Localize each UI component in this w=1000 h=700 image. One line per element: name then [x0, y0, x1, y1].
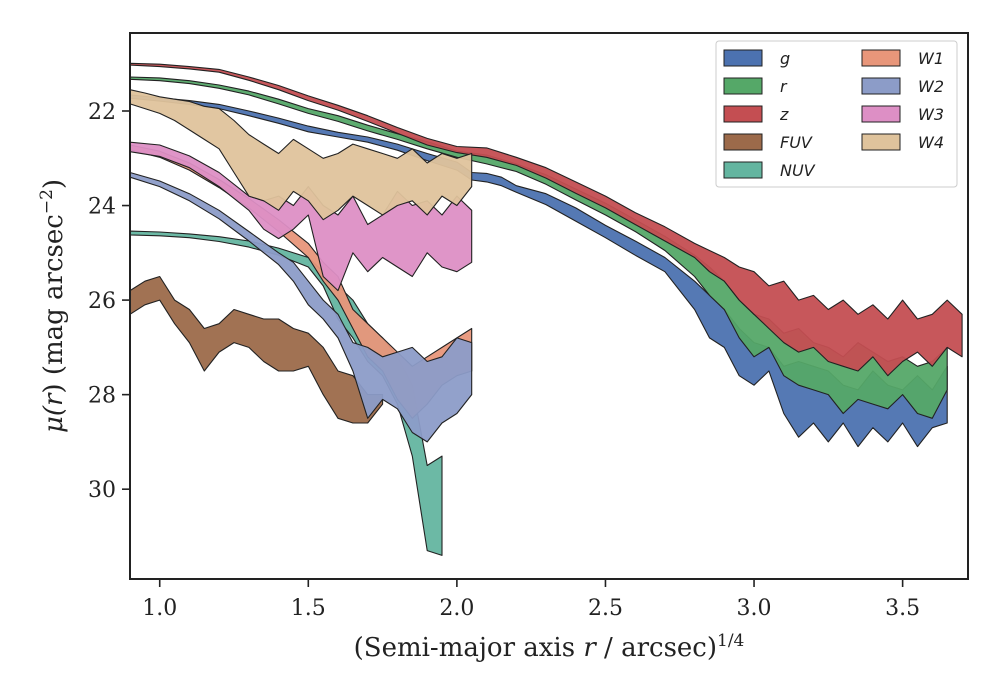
x-tick-label: 2.5 [588, 596, 623, 621]
x-ticks: 1.0 1.5 2.0 2.5 3.0 3.5 [142, 579, 920, 621]
series-band-z [129, 62, 963, 377]
y-axis-label-close: ) [39, 179, 69, 189]
legend-swatch-w4 [861, 133, 901, 151]
legend: grz FUV NUV W1 W2 W3 W4 [715, 40, 958, 188]
legend-swatch-w2 [861, 77, 901, 95]
series-band-w3 [129, 141, 473, 292]
legend-swatch-w1 [861, 49, 901, 67]
y-axis-label: μ(r) (mag arcsec−2) [37, 179, 69, 433]
legend-label-fuv: FUV [780, 133, 813, 152]
legend-label-w2: W2 [918, 77, 944, 96]
legend-label-w1: W1 [918, 49, 944, 68]
x-tick-label: 3.0 [737, 596, 772, 621]
y-axis-label-unit: ) (mag arcsec [39, 214, 69, 393]
y-tick-label: 28 [88, 384, 116, 409]
legend-label-r: r [780, 77, 788, 96]
legend-swatch-z [723, 105, 763, 123]
series-layer [129, 62, 963, 556]
legend-items: grz FUV NUV W1 W2 W3 W4 [723, 49, 944, 180]
x-tick-label: 2.0 [439, 596, 474, 621]
legend-swatch-r [723, 77, 763, 95]
y-tick-label: 24 [88, 195, 116, 220]
x-axis-label-main: (Semi-major axis [354, 633, 584, 663]
legend-swatch-fuv [723, 133, 763, 151]
y-tick-label: 26 [88, 289, 116, 314]
legend-label-z: z [779, 105, 789, 124]
x-tick-label: 1.5 [291, 596, 326, 621]
series-band-w4 [129, 89, 473, 221]
x-axis-label-exp: 1/4 [717, 631, 744, 651]
legend-swatch-nuv [723, 161, 763, 179]
y-tick-label: 22 [88, 100, 116, 125]
series-band-fuv [129, 275, 384, 424]
x-axis-label-unit: / arcsec) [596, 633, 717, 663]
plot-frame [129, 32, 969, 580]
y-axis-label-main: μ( [39, 405, 69, 433]
legend-swatch-g [723, 49, 763, 67]
x-tick-label: 3.5 [885, 596, 920, 621]
y-axis-label-var: r [39, 392, 69, 406]
x-tick-label: 1.0 [142, 596, 177, 621]
x-axis-label-var: r [583, 633, 597, 663]
y-ticks: 22 24 26 28 30 [88, 100, 130, 503]
legend-swatch-w3 [861, 105, 901, 123]
legend-label-w3: W3 [918, 105, 944, 124]
legend-label-nuv: NUV [780, 161, 816, 180]
legend-label-g: g [780, 49, 790, 68]
series-band-w2 [129, 171, 473, 443]
series-band-nuv [129, 230, 443, 556]
y-tick-label: 30 [88, 478, 116, 503]
legend-label-w4: W4 [918, 133, 944, 152]
x-axis-label: (Semi-major axis r / arcsec)1/4 [354, 631, 745, 663]
y-axis-label-exp: −2 [37, 189, 57, 214]
